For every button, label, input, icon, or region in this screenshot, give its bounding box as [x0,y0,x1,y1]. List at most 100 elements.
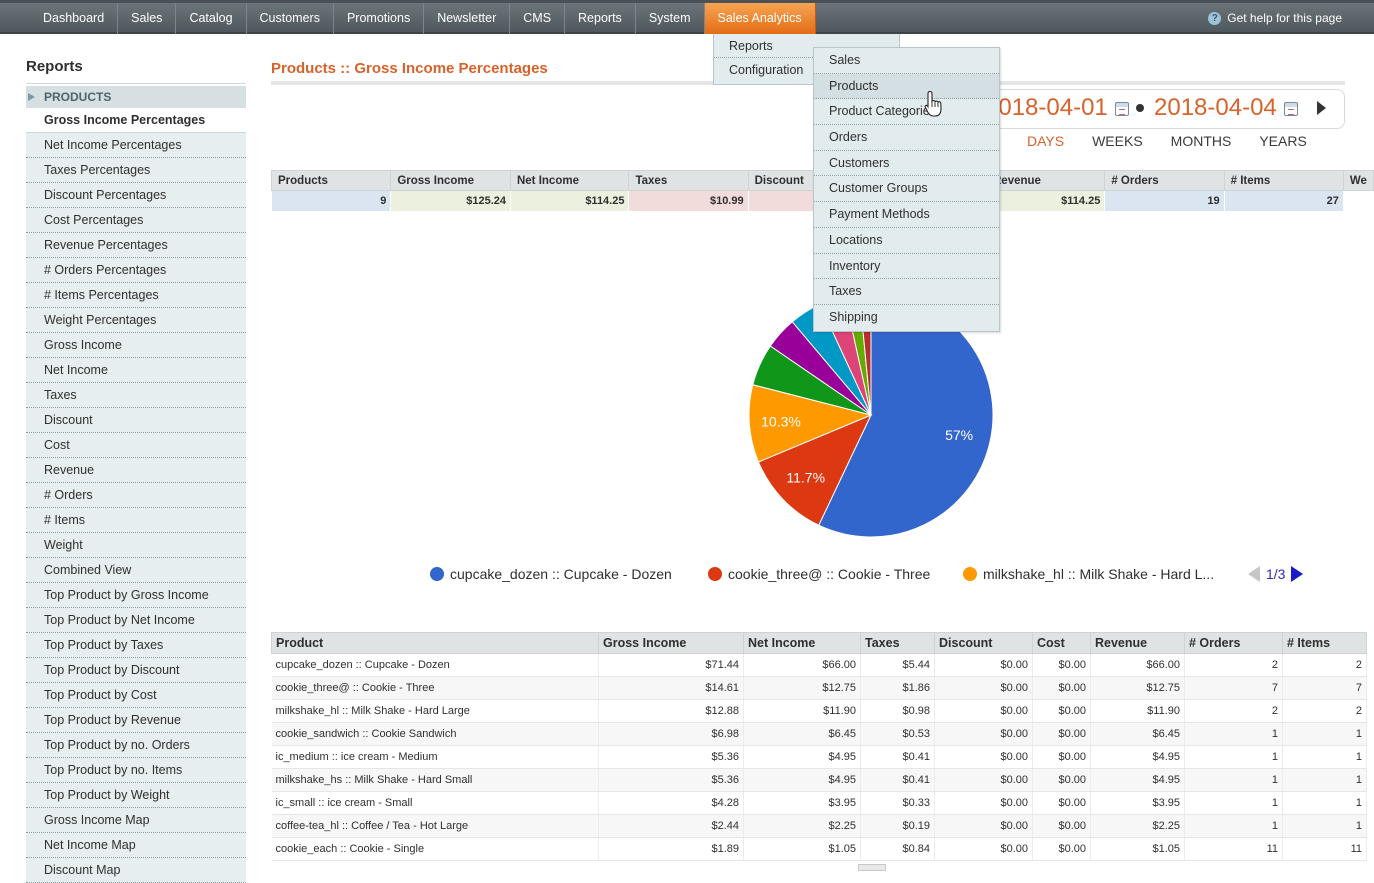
help-link[interactable]: ? Get help for this page [1208,3,1342,34]
sidebar-item[interactable]: # Orders [26,483,246,508]
products-header-cell[interactable]: Product [271,632,599,654]
calendar-to-icon[interactable] [1284,102,1298,116]
sidebar-item[interactable]: Top Product by Net Income [26,608,246,633]
date-from[interactable]: 2018-04-01 [985,94,1108,121]
sidebar-item[interactable]: Top Product by no. Orders [26,733,246,758]
submenu-item[interactable]: Payment Methods [814,202,999,228]
table-row[interactable]: cookie_sandwich :: Cookie Sandwich $6.98 $… [271,722,1367,746]
submenu-item[interactable]: Inventory [814,254,999,280]
submenu-item[interactable]: Customers [814,151,999,177]
sidebar-item[interactable]: # Orders Percentages [26,258,246,283]
submenu-item[interactable]: Customer Groups [814,176,999,203]
sidebar-item[interactable]: Cost [26,433,246,458]
sidebar-item[interactable]: Discount [26,408,246,433]
menu-item-reports[interactable]: Reports [714,34,899,58]
nav-cms[interactable]: CMS [510,3,566,34]
sidebar-item[interactable]: Top Product by Discount [26,658,246,683]
legend-prev-icon[interactable] [1248,566,1260,582]
sidebar-item[interactable]: # Items Percentages [26,283,246,308]
sidebar-item[interactable]: Gross Income Map [26,808,246,833]
pie-slice[interactable] [757,414,873,526]
table-row[interactable]: cookie_three@ :: Cookie - Three $14.61 $12… [271,676,1367,700]
pie-slice[interactable] [748,384,873,463]
period-years[interactable]: YEARS [1259,133,1307,149]
products-header-cell[interactable]: Revenue [1090,632,1185,654]
gross-income-pie-chart[interactable]: 57% 11.7% 10.3% [740,300,1000,550]
table-cell: $12.75 [1090,676,1185,700]
products-header-cell[interactable]: Net Income [743,632,861,654]
next-period-icon[interactable] [1317,101,1326,115]
nav-system[interactable]: System [636,3,705,34]
products-header-cell[interactable]: Discount [934,632,1033,654]
legend-next-icon[interactable] [1291,566,1304,582]
nav-sales-analytics[interactable]: Sales Analytics [704,3,816,34]
sidebar-item[interactable]: Top Product by Weight [26,783,246,808]
nav-dashboard[interactable]: Dashboard [30,3,119,34]
submenu-item[interactable]: Product Categories [814,99,999,126]
table-cell: 1 [1184,768,1283,792]
sidebar-item[interactable]: # Items [26,508,246,533]
products-header-cell[interactable]: Taxes [860,632,935,654]
period-days[interactable]: DAYS [1027,133,1065,149]
products-header-cell[interactable]: # Items [1282,632,1367,654]
nav-newsletter[interactable]: Newsletter [424,3,511,34]
summary-value-cell: $125.24 [390,190,511,212]
products-header-cell[interactable]: Gross Income [598,632,744,654]
sidebar-item[interactable]: Revenue [26,458,246,483]
nav-catalog[interactable]: Catalog [176,3,247,34]
table-row[interactable]: coffee-tea_hl :: Coffee / Tea - Hot Larg… [271,814,1367,838]
submenu-item[interactable]: Products [814,73,999,100]
table-row[interactable]: cookie_each :: Cookie - Single $1.89 $1.05… [271,837,1367,861]
sidebar-item[interactable]: Gross Income Percentages [26,108,246,133]
sidebar-item[interactable]: Taxes [26,383,246,408]
date-to[interactable]: 2018-04-04 [1154,94,1277,121]
legend-entry[interactable]: cookie_three@ :: Cookie - Three [708,566,930,582]
sidebar-item[interactable]: Top Product by Revenue [26,708,246,733]
sidebar-item[interactable]: Net Income Map [26,833,246,858]
products-header-cell[interactable]: # Orders [1184,632,1283,654]
products-header-cell[interactable]: Cost [1032,632,1091,654]
table-row[interactable]: milkshake_hs :: Milk Shake - Hard Small $… [271,768,1367,792]
products-header-row: Product Gross Income Net Income Taxes Discou… [271,632,1367,654]
table-row[interactable]: ic_medium :: ice cream - Medium $5.36 $4.9… [271,745,1367,769]
table-cell: $4.95 [1090,768,1185,792]
submenu-item[interactable]: Locations [814,228,999,254]
sidebar-item[interactable]: Taxes Percentages [26,158,246,183]
nav-sales[interactable]: Sales [118,3,177,34]
sidebar-item[interactable]: Net Income [26,358,246,383]
table-cell: $0.00 [1032,837,1091,861]
sidebar-item[interactable]: Top Product by Taxes [26,633,246,658]
nav-reports[interactable]: Reports [565,3,636,34]
sidebar-item[interactable]: Gross Income [26,333,246,358]
table-row[interactable]: ic_small :: ice cream - Small $4.28 $3.95 $… [271,791,1367,815]
sidebar-item[interactable]: Top Product by no. Items [26,758,246,783]
sidebar-item[interactable]: Top Product by Gross Income [26,583,246,608]
table-row[interactable]: milkshake_hl :: Milk Shake - Hard Large $… [271,699,1367,723]
sidebar-item[interactable]: Cost Percentages [26,208,246,233]
sidebar-item[interactable]: Net Income Percentages [26,133,246,158]
submenu-item[interactable]: Taxes [814,279,999,305]
sidebar-item[interactable]: Top Product by Cost [26,683,246,708]
menu-item-configuration[interactable]: Configuration [729,63,804,77]
legend-entry[interactable]: cupcake_dozen :: Cupcake - Dozen [430,566,672,582]
submenu-item[interactable]: Sales [814,48,999,74]
sidebar-item[interactable]: Weight [26,533,246,558]
nav-customers[interactable]: Customers [247,3,334,34]
period-weeks[interactable]: WEEKS [1092,133,1143,149]
nav-promotions[interactable]: Promotions [334,3,425,34]
table-cell: $0.00 [934,791,1033,815]
sidebar-item[interactable]: Revenue Percentages [26,233,246,258]
calendar-from-icon[interactable] [1115,102,1129,116]
table-row[interactable]: cupcake_dozen :: Cupcake - Dozen $71.44 $6… [271,653,1367,677]
period-months[interactable]: MONTHS [1170,133,1232,149]
table-cell: $0.00 [1032,791,1091,815]
legend-entry[interactable]: milkshake_hl :: Milk Shake - Hard L... [963,566,1214,582]
sidebar-item[interactable]: Combined View [26,558,246,583]
sidebar-group-products[interactable]: PRODUCTS [26,86,246,108]
table-cell: 2 [1282,653,1367,677]
submenu-item[interactable]: Shipping [829,309,878,324]
horizontal-scrollbar[interactable] [858,864,886,871]
submenu-item[interactable]: Orders [814,125,999,151]
sidebar-item[interactable]: Weight Percentages [26,308,246,333]
sidebar-item[interactable]: Discount Percentages [26,183,246,208]
